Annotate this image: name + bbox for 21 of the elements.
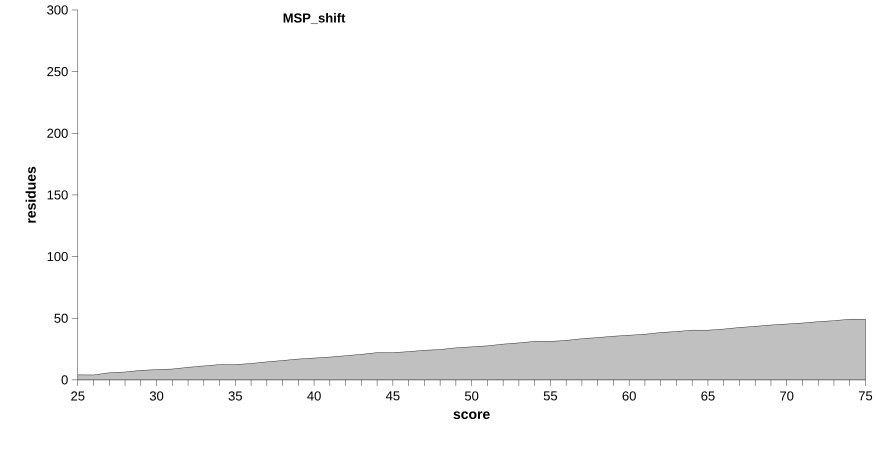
y-tick-label: 200: [47, 128, 68, 138]
x-tick-label: 55: [544, 392, 558, 401]
x-tick-label: 65: [701, 392, 715, 401]
x-tick-label: 50: [464, 392, 478, 401]
x-axis-title: score: [453, 412, 490, 420]
x-tick-label: 45: [386, 392, 400, 401]
y-tick-label: 100: [48, 252, 68, 262]
x-tick-label: 35: [228, 392, 242, 401]
chart-title: MSP_shift: [284, 13, 346, 24]
x-tick-label: 75: [858, 392, 872, 401]
y-tick-label: 50: [54, 314, 68, 323]
y-tick-label: 250: [47, 67, 68, 76]
y-tick-label: 150: [48, 190, 68, 200]
y-tick-label: 0: [62, 375, 68, 385]
x-tick-label: 40: [307, 392, 321, 401]
x-tick-label: 70: [780, 392, 794, 401]
x-tick-label: 30: [150, 392, 164, 401]
x-tick-label: 60: [622, 392, 636, 401]
y-axis-title: residues: [26, 166, 36, 223]
x-tick-label: 25: [71, 392, 84, 401]
y-tick-label: 300: [47, 6, 68, 15]
